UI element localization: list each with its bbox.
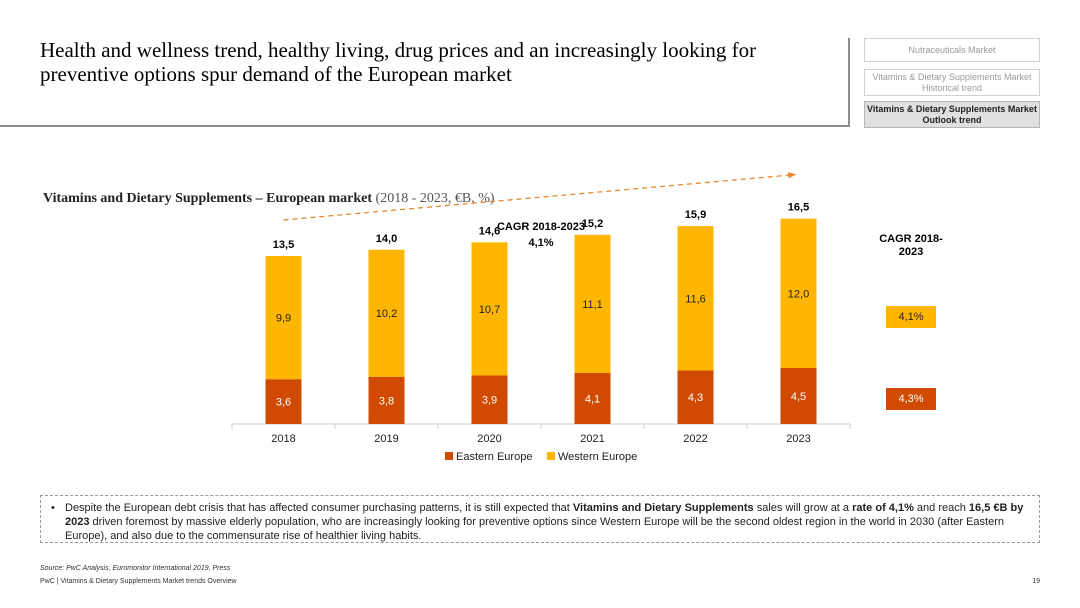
nav-item-historical-trend[interactable]: Vitamins & Dietary Supplements Market Hi… bbox=[864, 69, 1040, 96]
cagr-annotation-label: CAGR 2018-2023 bbox=[497, 221, 585, 233]
chart-title-main: Vitamins and Dietary Supplements – Europ… bbox=[43, 191, 373, 206]
bar-eastern-europe bbox=[265, 379, 302, 424]
data-label-western: 10,7 bbox=[479, 304, 500, 316]
x-tick-label: 2020 bbox=[477, 433, 501, 445]
key-takeaway-segment: rate of 4,1% bbox=[852, 502, 914, 514]
data-label-eastern: 3,9 bbox=[482, 395, 497, 407]
bar-western-europe bbox=[780, 218, 817, 368]
data-label-total: 15,2 bbox=[582, 218, 603, 230]
key-takeaway-segment: and reach bbox=[913, 502, 969, 514]
key-takeaway-segment: Vitamins and Dietary Supplements bbox=[572, 502, 754, 514]
side-cagr-eastern-badge: 4,3% bbox=[886, 388, 936, 410]
bar-western-europe bbox=[471, 242, 508, 376]
data-label-total: 14,0 bbox=[376, 233, 397, 245]
title-divider bbox=[0, 125, 850, 127]
x-tick-label: 2019 bbox=[374, 433, 398, 445]
data-label-eastern: 4,5 bbox=[791, 391, 806, 403]
data-label-eastern: 4,1 bbox=[585, 393, 600, 405]
key-takeaway-segment: driven foremost by massive elderly popul… bbox=[65, 516, 1004, 542]
legend-label-western: Western Europe bbox=[558, 451, 637, 463]
nav-item-nutraceuticals[interactable]: Nutraceuticals Market bbox=[864, 38, 1040, 62]
x-tick-label: 2021 bbox=[580, 433, 604, 445]
data-label-eastern: 3,8 bbox=[379, 395, 394, 407]
bar-western-europe bbox=[677, 226, 714, 371]
cagr-arrow-line bbox=[283, 174, 795, 221]
footer-text: PwC | Vitamins & Dietary Supplements Mar… bbox=[40, 578, 237, 585]
chart-title: Vitamins and Dietary Supplements – Europ… bbox=[43, 191, 495, 207]
data-label-eastern: 4,3 bbox=[688, 392, 703, 404]
x-tick-label: 2018 bbox=[271, 433, 295, 445]
key-takeaway-text: Despite the European debt crisis that ha… bbox=[65, 502, 1023, 542]
data-label-total: 13,5 bbox=[273, 239, 294, 251]
key-takeaway-segment: sales will grow at a bbox=[753, 502, 853, 514]
page-number: 19 bbox=[1032, 578, 1040, 585]
data-label-total: 15,9 bbox=[685, 209, 706, 221]
data-label-western: 11,1 bbox=[582, 299, 603, 311]
title-divider-vertical bbox=[848, 38, 850, 127]
bar-eastern-europe bbox=[677, 370, 714, 424]
data-label-eastern: 3,6 bbox=[276, 397, 291, 409]
key-takeaway-box: • Despite the European debt crisis that … bbox=[40, 495, 1040, 543]
x-tick-label: 2022 bbox=[683, 433, 707, 445]
data-label-western: 11,6 bbox=[685, 293, 706, 305]
legend-label-eastern: Eastern Europe bbox=[456, 451, 532, 463]
data-label-western: 10,2 bbox=[376, 308, 397, 320]
page-title: Health and wellness trend, healthy livin… bbox=[40, 38, 757, 86]
data-label-western: 12,0 bbox=[788, 288, 809, 300]
cagr-annotation-value: 4,1% bbox=[528, 237, 553, 249]
data-label-total: 14,6 bbox=[479, 225, 500, 237]
bar-eastern-europe bbox=[574, 372, 611, 424]
bar-eastern-europe bbox=[780, 368, 817, 424]
side-cagr-western-badge: 4,1% bbox=[886, 306, 936, 328]
data-label-western: 9,9 bbox=[276, 313, 291, 325]
bar-eastern-europe bbox=[471, 375, 508, 424]
source-note: Source: PwC Analysis, Euromonitor Intern… bbox=[40, 565, 231, 572]
bar-eastern-europe bbox=[368, 376, 405, 424]
legend-swatch-western bbox=[547, 452, 555, 460]
key-takeaway-segment: Despite the European debt crisis that ha… bbox=[65, 502, 573, 514]
cagr-arrow-head bbox=[787, 172, 797, 179]
bar-western-europe bbox=[265, 256, 302, 380]
bar-western-europe bbox=[574, 234, 611, 373]
nav-item-outlook-trend[interactable]: Vitamins & Dietary Supplements Market Ou… bbox=[864, 101, 1040, 128]
data-label-total: 16,5 bbox=[788, 202, 809, 214]
side-cagr-title: CAGR 2018-2023 bbox=[879, 233, 943, 258]
chart-title-sub: (2018 - 2023, €B, %) bbox=[375, 191, 495, 206]
legend-swatch-eastern bbox=[445, 452, 453, 460]
bar-western-europe bbox=[368, 249, 405, 377]
x-tick-label: 2023 bbox=[786, 433, 810, 445]
bullet-marker: • bbox=[51, 502, 55, 514]
key-takeaway-segment: 16,5 €B by 2023 bbox=[65, 502, 1024, 528]
